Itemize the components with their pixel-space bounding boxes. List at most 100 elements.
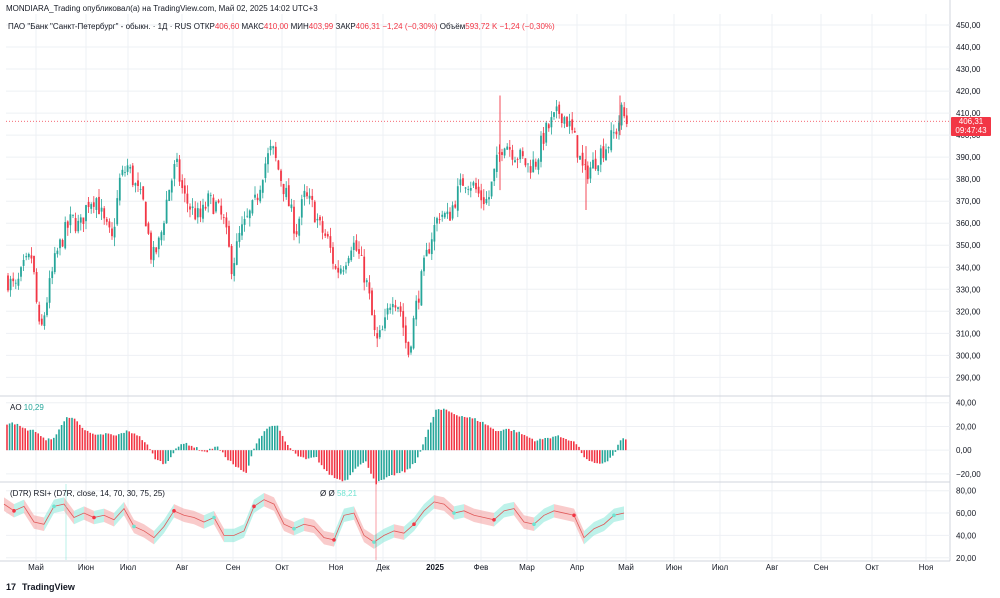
ao-bar	[131, 433, 133, 451]
ao-bar	[549, 438, 552, 451]
candle-body	[248, 210, 251, 219]
candle-body	[9, 278, 12, 291]
ao-bar	[21, 427, 24, 451]
candle-body	[376, 333, 379, 339]
price-tick-label: 360,00	[956, 219, 981, 228]
ao-bar	[227, 450, 229, 461]
candle-body	[308, 195, 311, 199]
candle-body	[462, 178, 464, 186]
ao-bar	[435, 409, 437, 451]
ao-bar	[16, 423, 19, 451]
tradingview-brand[interactable]: 17 TradingView	[6, 582, 75, 592]
candle-body	[295, 231, 298, 235]
candle-body	[464, 187, 467, 189]
candle-body	[256, 197, 259, 201]
rsi-point	[612, 513, 616, 518]
candle-body	[423, 257, 425, 272]
candle-body	[225, 217, 228, 228]
candle-body	[415, 300, 418, 320]
ao-bar	[583, 450, 585, 458]
x-tick-label: Сен	[226, 563, 241, 572]
candle-body	[521, 151, 524, 157]
ao-bar	[424, 436, 427, 451]
candle-body	[373, 315, 376, 331]
candle-body	[469, 187, 472, 191]
candle-body	[64, 222, 67, 249]
candle-body	[40, 318, 43, 325]
candle-body	[194, 208, 197, 220]
candle-body	[233, 263, 236, 276]
rsi-point	[172, 509, 176, 513]
ao-bar	[185, 442, 188, 451]
ao-bar	[97, 434, 99, 451]
candle-body	[298, 218, 301, 236]
candle-body	[66, 221, 69, 228]
ao-bar	[367, 450, 370, 468]
ao-bar	[599, 450, 601, 464]
candle-body	[230, 245, 233, 275]
rsi-point	[532, 522, 536, 527]
price-tick-label: 310,00	[956, 329, 981, 338]
candle-body	[412, 318, 415, 349]
ao-bar	[404, 450, 406, 473]
ao-bar	[196, 447, 198, 451]
candle-body	[202, 204, 204, 219]
candle-body	[267, 153, 269, 165]
candle-body	[87, 201, 90, 208]
ao-bar	[206, 450, 208, 453]
candle-body	[61, 240, 64, 247]
ao-bar	[6, 424, 8, 451]
candle-body	[334, 265, 337, 269]
ao-bar	[476, 420, 479, 451]
ao-bar	[162, 450, 164, 465]
ao-bar	[133, 433, 136, 451]
ao-bar	[115, 435, 117, 451]
candle-body	[568, 120, 571, 127]
candle-body	[33, 256, 35, 273]
rsi-extra-values: Ø Ø 58,21	[320, 489, 357, 498]
ao-bar	[19, 425, 21, 451]
candle-body	[212, 197, 215, 215]
candle-body	[147, 223, 150, 234]
ao-bar	[393, 450, 396, 476]
candle-body	[537, 159, 540, 170]
ao-bar	[521, 434, 523, 451]
candle-body	[282, 183, 285, 195]
ao-bar	[313, 450, 315, 458]
ao-bar	[406, 450, 409, 470]
candle-body	[347, 258, 350, 264]
candle-body	[592, 159, 594, 169]
ao-bar	[289, 448, 292, 451]
candle-body	[560, 113, 563, 124]
ao-bar	[219, 450, 221, 451]
candle-body	[157, 237, 160, 250]
ao-bar	[81, 427, 84, 451]
rsi-point	[452, 511, 456, 515]
ao-bar	[73, 418, 76, 451]
x-tick-label: Июл	[712, 563, 729, 572]
ao-bar	[567, 440, 570, 451]
ao-bar	[398, 450, 401, 474]
ao-bar	[539, 438, 541, 451]
candle-body	[397, 307, 399, 309]
candle-body	[118, 177, 121, 201]
ao-bar	[180, 444, 182, 451]
ao-bar	[123, 432, 125, 451]
candle-body	[490, 181, 493, 197]
candle-body	[311, 195, 314, 200]
candle-body	[358, 249, 360, 254]
ao-bar	[248, 450, 250, 466]
candle-body	[121, 169, 124, 175]
ao-bar	[479, 421, 481, 451]
ao-bar	[552, 436, 554, 451]
candle-body	[402, 311, 405, 328]
ao-bar	[554, 436, 557, 451]
candle-body	[144, 201, 147, 227]
rsi-tick-label: 20,00	[956, 554, 977, 563]
ao-bar	[469, 417, 471, 451]
candle-body	[407, 341, 410, 355]
brand-name: TradingView	[22, 582, 75, 592]
ao-bar	[619, 440, 622, 451]
candle-body	[326, 234, 329, 237]
ao-bar	[541, 439, 544, 451]
